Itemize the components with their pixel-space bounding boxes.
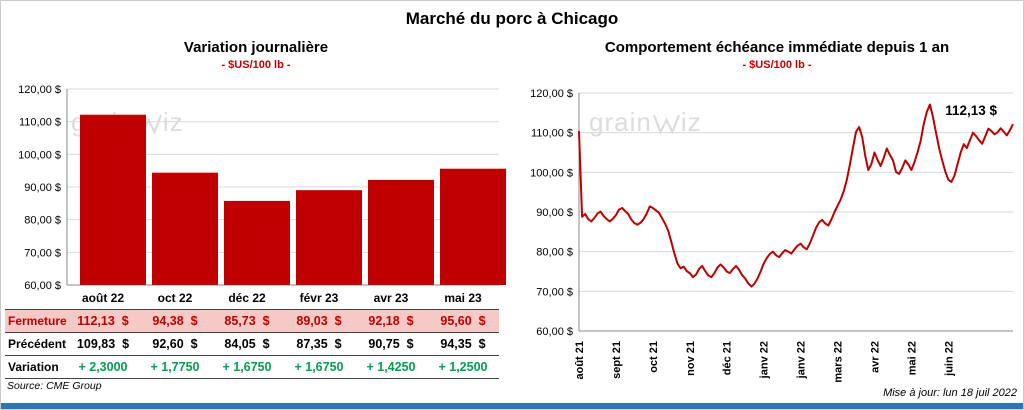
x-tick-label: sept 21 [611,341,623,379]
category-label: oct 22 [157,291,193,305]
price-table: Fermeture 112,13 $ 94,38 $ 85,73 $ 89,03 $ 92… [5,309,499,379]
bottom-accent-bar [1,403,1023,409]
y-tick-label: 80,00 $ [24,215,61,227]
bar [152,172,218,285]
x-tick-label: janv 22 [759,341,771,379]
table-cell: 109,83 $ [76,337,130,351]
table-cell: 94,38 $ [152,314,198,328]
table-cell: 89,03 $ [296,314,342,328]
table-cell: + 1,4250 [366,360,416,374]
y-tick-label: 70,00 $ [24,247,61,259]
bar [440,168,506,285]
row-label: Variation [8,360,59,374]
table-row: Fermeture 112,13 $ 94,38 $ 85,73 $ 89,03 $ 92… [5,310,499,333]
y-tick-label: 120,00 $ [530,88,573,100]
line-chart: 120,00 $ 110,00 $ 100,00 $ 90,00 $ 80,00 $ 70… [530,88,1014,383]
last-price-annotation: 112,13 $ [945,103,997,118]
left-chart-title: Variation journalière [183,39,329,56]
y-tick-label: 70,00 $ [536,286,573,298]
y-tick-label: 100,00 $ [18,149,61,161]
y-tick-label: 100,00 $ [530,167,573,179]
watermark-text-left: grain [589,107,652,137]
x-tick-label: juin 22 [943,341,955,377]
x-tick-label: mars 22 [833,341,845,383]
right-chart-title: Comportement échéance immédiate depuis 1… [604,39,950,56]
category-label: mai 23 [444,291,482,305]
table-cell: 84,05 $ [224,337,270,351]
bar-chart: 120,00 $ 110,00 $ 100,00 $ 90,00 $ 80,00 $ 70… [18,84,506,292]
right-chart-subtitle: - $US/100 lb - [742,59,812,71]
page-title: Marché du porc à Chicago [405,9,619,28]
bar [80,114,146,285]
source-note: Source: CME Group [7,380,102,392]
x-tick-label: janv 22 [796,341,808,379]
x-tick-label: mai 22 [906,341,918,375]
y-tick-label: 120,00 $ [18,84,61,96]
x-tick-label: déc 21 [722,341,734,375]
table-cell: 92,18 $ [368,314,414,328]
y-tick-label: 60,00 $ [536,326,573,338]
bar [224,200,290,285]
y-tick-label: 110,00 $ [19,117,61,129]
watermark-grainwiz: grain iz [589,107,702,138]
table-cell: + 1,7750 [150,360,200,374]
x-tick-label: août 21 [574,341,586,380]
table-row: Variation + 2,3000 + 1,7750 + 1,6750 + 1,675… [5,356,499,379]
row-label: Fermeture [8,314,67,328]
table-cell: + 2,3000 [78,360,128,374]
category-label: avr 23 [373,291,409,305]
y-tick-label: 80,00 $ [536,247,573,259]
bar [368,179,434,285]
bar [296,190,362,285]
left-chart-subtitle: - $US/100 lb - [221,59,291,71]
x-tick-label: nov 21 [685,341,697,376]
table-cell: + 1,2500 [438,360,488,374]
y-tick-label: 60,00 $ [24,280,61,292]
y-tick-label: 90,00 $ [536,207,573,219]
category-label: déc 22 [228,291,266,305]
watermark-text-right: iz [680,107,702,137]
category-label: févr 23 [299,291,339,305]
price-line [578,103,1014,288]
updated-note: Mise à jour: lun 18 juil 2022 [883,387,1017,399]
category-label: août 22 [81,291,124,305]
row-label: Précédent [8,337,67,351]
table-cell: + 1,6750 [222,360,272,374]
y-tick-label: 110,00 $ [531,128,573,140]
zigzag-w-icon [652,114,680,135]
bar-categories: août 22 oct 22 déc 22 févr 23 avr 23 mai 23 [5,289,499,307]
table-cell: 112,13 $ [77,314,129,328]
x-tick-label: oct 21 [648,341,660,373]
table-cell: 94,35 $ [440,337,486,351]
table-cell: + 1,6750 [294,360,344,374]
x-tick-label: avr 22 [869,341,881,373]
table-cell: 87,35 $ [296,337,342,351]
table-cell: 95,60 $ [440,314,486,328]
table-cell: 92,60 $ [152,337,198,351]
table-cell: 85,73 $ [224,314,270,328]
table-row: Précédent 109,83 $ 92,60 $ 84,05 $ 87,35 $ 90… [5,333,499,356]
y-tick-label: 90,00 $ [24,182,61,194]
table-cell: 90,75 $ [368,337,414,351]
